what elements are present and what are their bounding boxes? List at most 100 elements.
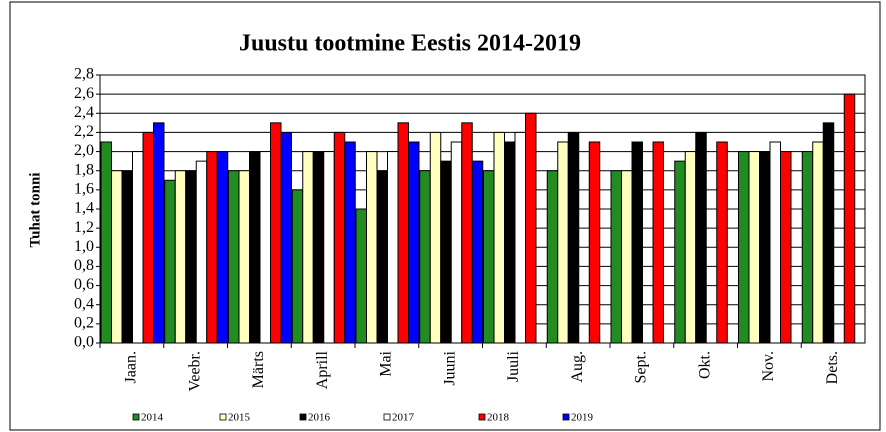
bar: [674, 160, 686, 344]
bar: [111, 170, 123, 344]
bar: [769, 141, 781, 344]
y-tick-label: 1,6: [74, 181, 94, 198]
bar: [302, 151, 314, 344]
bar: [280, 131, 292, 344]
bar: [652, 141, 664, 344]
x-tick-label: Märts: [250, 351, 267, 388]
legend-swatch: [562, 413, 570, 421]
x-tick-label: Nov.: [760, 351, 777, 382]
y-tick-label: 2,4: [74, 104, 94, 121]
bar: [514, 131, 526, 344]
y-tick-label: 1,2: [74, 219, 94, 236]
bar: [684, 151, 697, 344]
bar: [822, 122, 835, 344]
y-tick-label: 2,6: [74, 85, 94, 102]
legend-swatch: [132, 413, 140, 421]
y-tick-label: 2,8: [74, 66, 94, 83]
bar: [408, 141, 420, 344]
bar: [366, 151, 378, 344]
x-tick-label: Juuni: [441, 350, 458, 385]
x-tick-label: Mai: [378, 350, 395, 376]
bar: [621, 170, 633, 344]
bar: [471, 160, 484, 344]
y-tick-label: 0,4: [74, 295, 94, 312]
bar: [195, 160, 208, 344]
bar: [493, 131, 505, 344]
bar: [121, 170, 133, 344]
bar: [801, 151, 814, 344]
bar: [344, 141, 356, 344]
bar: [843, 93, 856, 344]
legend-label: 2014: [141, 412, 164, 424]
bar: [291, 189, 304, 344]
legend-swatch: [478, 413, 486, 421]
bar: [440, 160, 452, 344]
bar: [355, 208, 367, 344]
bar: [228, 170, 240, 344]
bar: [450, 141, 463, 344]
chart-title: Juustu tootmine Eestis 2014-2019: [239, 31, 581, 57]
bar: [780, 151, 792, 344]
bar: [185, 170, 197, 344]
y-tick-label: 1,8: [74, 161, 94, 178]
x-tick-label: Aprill: [314, 350, 331, 389]
legend-label: 2015: [228, 412, 251, 424]
bar: [100, 141, 112, 344]
bar: [238, 170, 250, 344]
y-tick-label: 0,8: [74, 257, 94, 274]
bar: [216, 151, 229, 344]
y-tick-label: 0,0: [74, 334, 94, 351]
bar: [387, 151, 399, 344]
bar: [419, 170, 431, 344]
x-tick-label: Sept.: [633, 351, 650, 383]
x-tick-label: Okt.: [696, 351, 713, 379]
legend-label: 2019: [571, 412, 594, 424]
bar: [631, 141, 643, 344]
bar: [164, 179, 176, 344]
x-tick-label: Veebr.: [186, 351, 203, 391]
bar: [249, 151, 261, 344]
y-tick-label: 2,0: [74, 142, 94, 159]
bar: [546, 170, 559, 344]
bar: [759, 151, 771, 344]
y-tick-label: 1,4: [74, 200, 94, 217]
x-tick-label: Jaan.: [123, 351, 140, 383]
bar: [142, 131, 154, 344]
bar: [312, 151, 325, 344]
bar: [557, 141, 569, 344]
legend-label: 2017: [392, 412, 415, 424]
y-tick-label: 0,2: [74, 315, 94, 332]
x-tick-label: Aug.: [569, 351, 586, 383]
bar: [333, 131, 346, 344]
bar: [588, 141, 601, 344]
legend-label: 2016: [308, 412, 331, 424]
y-axis-label: Tuhat tonni: [27, 173, 43, 248]
bar: [738, 151, 750, 344]
bar: [376, 170, 388, 344]
bar: [567, 131, 580, 344]
bar: [153, 122, 165, 344]
bar: [270, 122, 282, 344]
bar: [461, 122, 473, 344]
legend-label: 2018: [487, 412, 510, 424]
bar: [174, 170, 187, 344]
bar: [206, 151, 218, 344]
x-tick-label: Dets.: [824, 351, 841, 384]
bar: [323, 151, 335, 344]
bar: [525, 112, 537, 344]
y-tick-label: 0,6: [74, 276, 94, 293]
bar: [429, 131, 442, 344]
legend-swatch: [299, 413, 307, 421]
bar: [397, 122, 409, 344]
legend-swatch: [219, 413, 227, 421]
x-tick-label: Juuli: [505, 350, 522, 382]
bar: [483, 170, 495, 344]
bar: [748, 151, 760, 344]
bar: [610, 170, 622, 344]
y-tick-label: 1,0: [74, 238, 94, 255]
bar: [695, 131, 707, 344]
bar: [259, 151, 271, 344]
bar: [504, 141, 516, 344]
bar: [812, 141, 824, 344]
